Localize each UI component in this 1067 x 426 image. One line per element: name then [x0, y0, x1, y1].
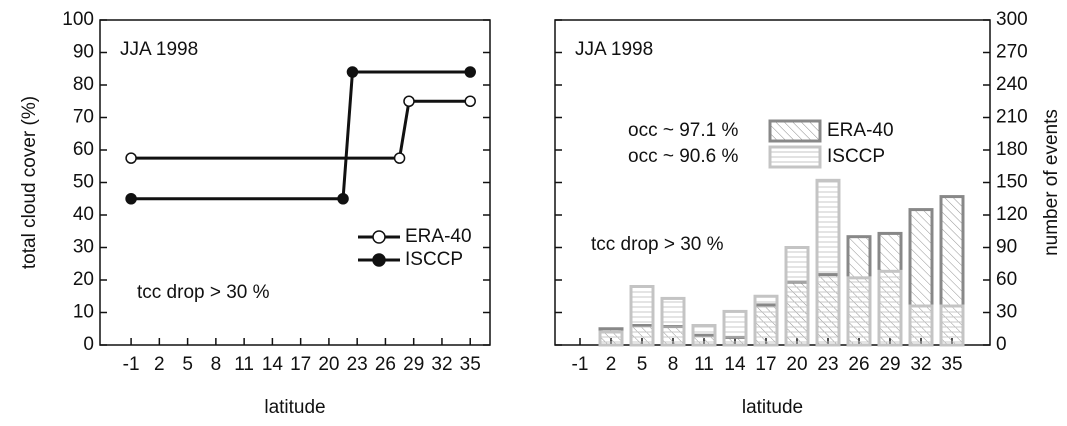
y-tick-label: 0: [996, 334, 1007, 355]
bar: [784, 246, 810, 347]
annotation: tcc drop > 30 %: [137, 282, 270, 303]
point: [464, 66, 476, 78]
y-tick-label: 70: [73, 107, 94, 128]
bar: [846, 276, 872, 347]
x-tick-label: 23: [347, 354, 368, 375]
y-tick-label: 20: [73, 269, 94, 290]
bar: [815, 178, 841, 347]
x-tick-label: -1: [572, 354, 589, 375]
bar: [908, 304, 934, 347]
point: [125, 152, 137, 164]
x-tick-label: 26: [375, 354, 396, 375]
y-tick-label: 270: [996, 42, 1028, 63]
point: [403, 95, 415, 107]
x-tick-label: 35: [941, 354, 962, 375]
bar: [939, 304, 965, 347]
x-tick-label: 35: [460, 354, 481, 375]
bar: [660, 296, 686, 347]
y-tick-label: 210: [996, 107, 1028, 128]
x-tick-label: 2: [606, 354, 617, 375]
annotation: JJA 1998: [575, 39, 653, 60]
x-tick-label: 17: [755, 354, 776, 375]
legend-label: ISCCP: [405, 249, 463, 270]
y-tick-label: 150: [996, 172, 1028, 193]
y-tick-label: 0: [83, 334, 94, 355]
x-axis-title: latitude: [264, 397, 325, 418]
annotation: JJA 1998: [120, 39, 198, 60]
y-axis-title: number of events: [1041, 109, 1062, 256]
x-tick-label: 20: [786, 354, 807, 375]
y-tick-label: 30: [996, 302, 1017, 323]
x-tick-label: 14: [724, 354, 746, 375]
legend-note: occ ~ 97.1 %: [628, 120, 738, 141]
point: [464, 95, 476, 107]
legend-label: ERA-40: [827, 120, 894, 141]
x-tick-label: 32: [431, 354, 452, 375]
bar: [598, 330, 624, 347]
y-tick-label: 90: [73, 42, 94, 63]
y-tick-label: 10: [73, 302, 94, 323]
legend-note: occ ~ 90.6 %: [628, 146, 738, 167]
x-tick-label: 2: [154, 354, 165, 375]
y-tick-label: 300: [996, 9, 1028, 30]
legend-swatch: [768, 119, 822, 143]
y-tick-label: 80: [73, 74, 94, 95]
x-tick-label: 17: [290, 354, 311, 375]
y-tick-label: 240: [996, 74, 1028, 95]
y-tick-label: 30: [73, 237, 94, 258]
bar: [629, 285, 655, 347]
point: [337, 193, 349, 205]
y-tick-label: 120: [996, 204, 1028, 225]
y-tick-label: 60: [73, 139, 94, 160]
x-axis-title: latitude: [742, 397, 803, 418]
x-tick-label: 26: [848, 354, 869, 375]
bar: [722, 309, 748, 347]
annotation: tcc drop > 30 %: [591, 234, 724, 255]
x-tick-label: 11: [234, 354, 254, 375]
y-tick-label: 50: [73, 172, 94, 193]
legend-label: ISCCP: [827, 146, 885, 167]
bar: [753, 294, 779, 347]
bar: [877, 269, 903, 347]
x-tick-label: 29: [879, 354, 900, 375]
point: [125, 193, 137, 205]
series-line: [131, 99, 471, 160]
y-tick-label: 40: [73, 204, 94, 225]
x-tick-label: 29: [403, 354, 424, 375]
y-tick-label: 180: [996, 139, 1028, 160]
y-tick-label: 90: [996, 237, 1017, 258]
y-axis-title: total cloud cover (%): [19, 96, 40, 269]
x-tick-label: 8: [668, 354, 679, 375]
x-tick-label: 5: [637, 354, 648, 375]
legend-marker: [372, 253, 386, 267]
legend-label: ERA-40: [405, 226, 472, 247]
x-tick-label: 11: [694, 354, 714, 375]
x-tick-label: 5: [182, 354, 193, 375]
x-tick-label: 20: [318, 354, 339, 375]
series-line: [131, 70, 471, 201]
bar: [691, 324, 717, 347]
x-tick-label: 8: [211, 354, 222, 375]
legend-marker: [372, 230, 386, 244]
point: [393, 152, 406, 164]
x-tick-label: 14: [262, 354, 284, 375]
x-tick-label: 32: [910, 354, 931, 375]
x-tick-label: 23: [817, 354, 838, 375]
point: [346, 66, 359, 78]
legend-swatch: [768, 145, 822, 169]
y-tick-label: 60: [996, 269, 1017, 290]
y-tick-label: 100: [62, 9, 94, 30]
x-tick-label: -1: [123, 354, 140, 375]
